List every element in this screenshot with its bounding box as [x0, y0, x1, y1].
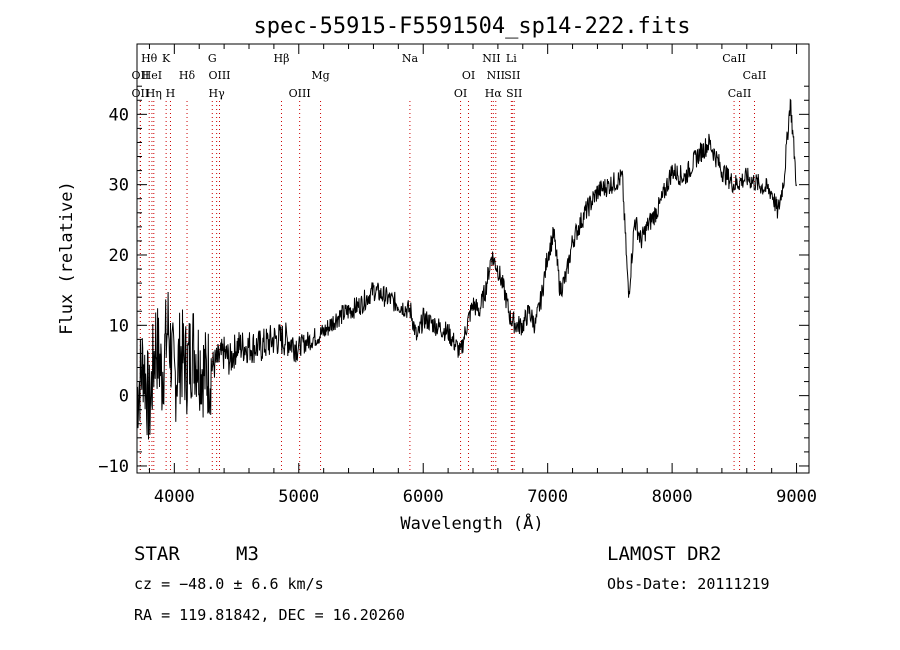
x-axis-label: Wavelength (Å): [400, 512, 543, 534]
x-tick-label-2: 6000: [403, 487, 444, 507]
line-label-4: Hη: [146, 87, 162, 100]
y-tick-label-3: 20: [109, 246, 129, 266]
coordinates: RA = 119.81842, DEC = 16.20260: [134, 606, 405, 624]
x-tick-label-3: 7000: [527, 487, 568, 507]
line-label-18: NII: [487, 69, 505, 82]
line-label-11: Hβ: [274, 52, 290, 65]
line-label-15: OI: [462, 69, 475, 82]
line-label-16: OI: [454, 87, 467, 100]
x-tick-label-4: 8000: [652, 487, 693, 507]
y-axis-label: Flux (relative): [57, 181, 77, 335]
x-tick-label-1: 5000: [278, 487, 319, 507]
y-tick-label-1: 0: [119, 387, 129, 407]
y-tick-label-4: 30: [109, 176, 129, 196]
line-label-2: OII: [132, 87, 150, 100]
chart-title: spec-55915-F5591504_sp14-222.fits: [253, 14, 690, 39]
line-label-9: OIII: [208, 69, 230, 82]
y-tick-label-2: 10: [109, 316, 129, 336]
object-class: STAR: [134, 543, 180, 565]
line-label-14: Na: [402, 52, 419, 65]
redshift-velocity: cz = −48.0 ± 6.6 km/s: [134, 575, 324, 593]
x-tick-label-0: 4000: [154, 487, 195, 507]
line-label-22: SII: [506, 87, 522, 100]
plot-frame: [136, 43, 810, 474]
line-label-23: CaII: [722, 52, 746, 65]
line-label-13: Mg: [311, 69, 329, 82]
line-label-10: Hγ: [209, 87, 226, 100]
y-tick-label-0: −10: [98, 457, 129, 477]
y-tick-label-5: 40: [109, 105, 129, 125]
object-subclass: M3: [236, 543, 259, 565]
line-label-17: NII: [482, 52, 500, 65]
line-label-25: CaII: [743, 69, 767, 82]
line-label-19: Hα: [485, 87, 503, 100]
line-label-7: Hδ: [179, 69, 196, 82]
series-line-0: [136, 98, 798, 440]
line-label-21: SII: [504, 69, 520, 82]
line-label-24: CaII: [728, 87, 752, 100]
x-tick-label-5: 9000: [776, 487, 817, 507]
line-label-6: H: [166, 87, 176, 100]
line-label-20: Li: [506, 52, 517, 65]
y-axis-ticks: −10 0 10 20 30 40: [98, 85, 809, 477]
line-label-5: K: [162, 52, 171, 65]
flux-series: [136, 98, 798, 440]
survey-name: LAMOST DR2: [607, 543, 721, 565]
observation-date: Obs-Date: 20111219: [607, 575, 770, 593]
line-label-3: HeI: [142, 69, 162, 82]
line-label-1: OII: [132, 69, 150, 82]
line-label-12: OIII: [289, 87, 311, 100]
line-label-8: G: [208, 52, 217, 65]
spectral-line-markers: HθOIIOIIHeIHηKHHδGOIIIHγHβOIIIMgNaOIOINI…: [132, 52, 767, 473]
x-axis-ticks: 4000 5000 6000 7000 8000 9000: [148, 44, 817, 507]
line-label-0: Hθ: [141, 52, 158, 65]
